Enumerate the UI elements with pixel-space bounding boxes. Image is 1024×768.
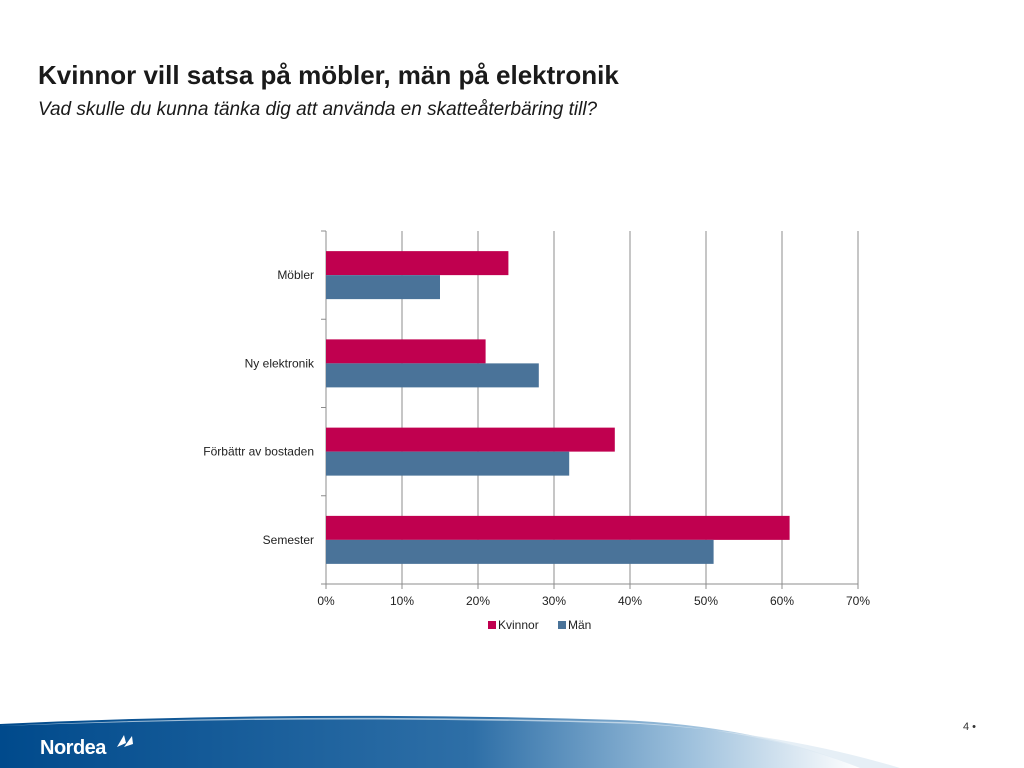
bar-kvinnor	[326, 251, 509, 276]
bar-kvinnor	[326, 515, 790, 540]
x-tick-label: 0%	[317, 594, 335, 608]
page-number: 4 •	[963, 721, 977, 733]
category-label: Semester	[263, 533, 314, 547]
bar-man	[326, 275, 440, 300]
x-tick-label: 20%	[466, 594, 490, 608]
x-tick-label: 30%	[542, 594, 566, 608]
page-title: Kvinnor vill satsa på möbler, män på ele…	[38, 60, 619, 90]
legend-swatch	[558, 621, 566, 629]
footer-band	[0, 715, 900, 768]
legend-label: Män	[568, 618, 591, 632]
x-tick-label: 10%	[390, 594, 414, 608]
nordea-sail-icon	[117, 735, 133, 747]
x-tick-label: 40%	[618, 594, 642, 608]
legend-label: Kvinnor	[498, 618, 539, 632]
category-label: Ny elektronik	[245, 356, 315, 370]
category-label: Möbler	[277, 268, 314, 282]
bar-man	[326, 363, 539, 388]
category-label: Förbättr av bostaden	[203, 445, 314, 459]
x-tick-label: 60%	[770, 594, 794, 608]
x-tick-label: 70%	[846, 594, 870, 608]
legend-swatch	[488, 621, 496, 629]
bar-kvinnor	[326, 339, 486, 364]
page-subtitle: Vad skulle du kunna tänka dig att använd…	[38, 99, 598, 120]
bar-man	[326, 539, 714, 564]
bar-man	[326, 451, 570, 476]
bar-chart: 0% 10% 20% 30% 40% 50% 60% 70% Möbler Ny elektron…	[203, 230, 870, 632]
x-tick-label: 50%	[694, 594, 718, 608]
bar-kvinnor	[326, 427, 615, 452]
brand-logo-text: Nordea	[40, 737, 106, 759]
